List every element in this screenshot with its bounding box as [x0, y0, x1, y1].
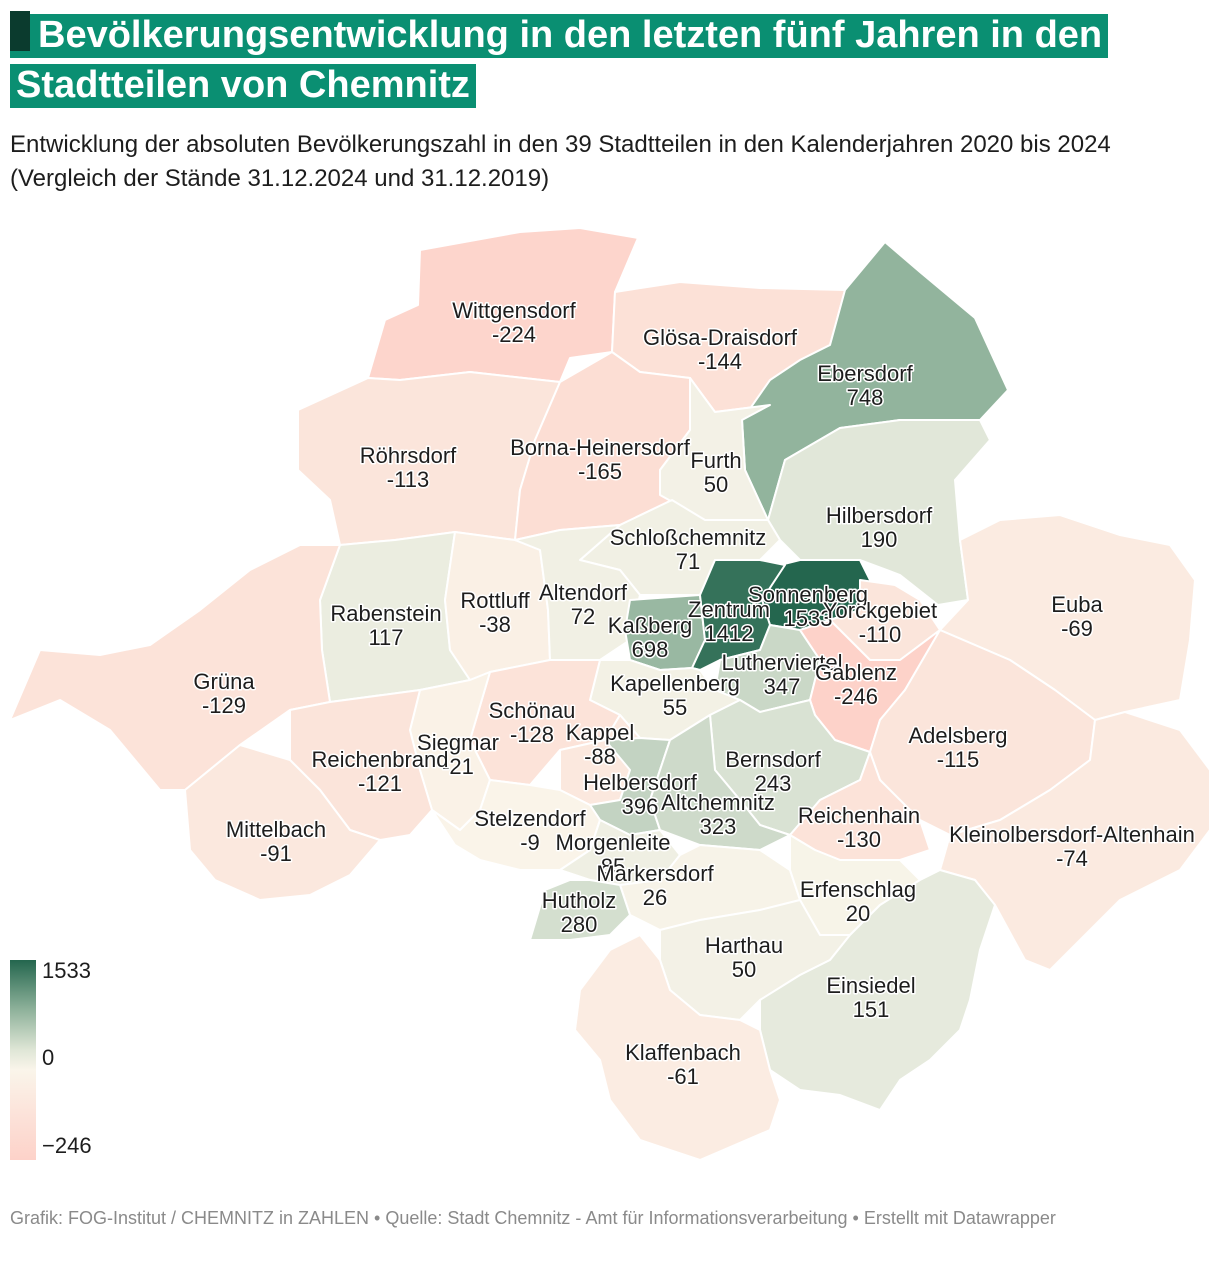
district-label-wittgensdorf: Wittgensdorf: [452, 298, 576, 323]
district-label-kapellenberg: Kapellenberg: [610, 671, 740, 696]
district-label-reichenbrand: Reichenbrand: [312, 747, 449, 772]
district-label-sonnenberg: Sonnenberg: [748, 582, 868, 607]
district-label-hilbersdorf: Hilbersdorf: [826, 503, 933, 528]
district-value-mittelbach: -91: [260, 841, 292, 866]
district-label-schoenau: Schönau: [489, 698, 576, 723]
color-scale-legend: [10, 960, 36, 1160]
district-label-furth: Furth: [690, 448, 741, 473]
district-label-lutherviertel: Lutherviertel: [721, 650, 842, 675]
district-value-erfenschlag: 20: [846, 901, 870, 926]
legend-mid-label: 0: [42, 1045, 55, 1070]
district-label-euba: Euba: [1051, 592, 1103, 617]
district-value-sonnenberg: 1533: [784, 606, 833, 631]
district-value-helbersdorf: 396: [622, 794, 659, 819]
district-hutholz[interactable]: [529, 879, 631, 941]
district-value-stelzendorf: -9: [520, 830, 540, 855]
district-label-rabenstein: Rabenstein: [330, 601, 441, 626]
district-value-altchemnitz: 323: [700, 814, 737, 839]
district-label-erfenschlag: Erfenschlag: [800, 877, 916, 902]
page-title: Bevölkerungsentwicklung in den letzten f…: [10, 10, 1200, 110]
district-value-adelsberg: -115: [937, 747, 979, 772]
district-value-rottluff: -38: [479, 612, 511, 637]
legend-max-label: 1533: [42, 958, 91, 983]
district-gruena[interactable]: [9, 544, 341, 791]
title-text: Bevölkerungsentwicklung in den letzten f…: [16, 14, 1103, 106]
district-value-euba: -69: [1061, 616, 1093, 641]
district-label-borna-heinersdorf: Borna-Heinersdorf: [510, 435, 691, 460]
district-value-gloesa-draisdorf: -144: [698, 349, 742, 374]
district-klaffenbach[interactable]: [574, 934, 781, 1161]
district-label-gloesa-draisdorf: Glösa-Draisdorf: [643, 325, 798, 350]
choropleth-map: Wittgensdorf-224 Glösa-Draisdorf-144 Ebers…: [9, 227, 1211, 1161]
title-accent-marker: [10, 11, 30, 51]
district-value-reichenhain: -130: [837, 827, 881, 852]
district-einsiedel[interactable]: [759, 869, 996, 1111]
district-value-kleinolbersdorf-altenhain: -74: [1056, 846, 1088, 871]
district-label-roehrsdorf: Röhrsdorf: [360, 443, 457, 468]
district-label-gablenz: Gablenz: [815, 660, 897, 685]
district-value-gablenz: -246: [834, 684, 878, 709]
district-value-furth: 50: [704, 472, 728, 497]
district-label-stelzendorf: Stelzendorf: [474, 806, 586, 831]
district-value-einsiedel: 151: [853, 997, 890, 1022]
district-label-harthau: Harthau: [705, 933, 783, 958]
district-value-gruena: -129: [202, 693, 246, 718]
district-label-altendorf: Altendorf: [539, 580, 628, 605]
district-value-schlosschemnitz: 71: [676, 549, 700, 574]
district-value-morgenleite: 85: [601, 854, 625, 879]
district-value-siegmar: -21: [442, 754, 474, 779]
district-value-borna-heinersdorf: -165: [578, 459, 622, 484]
district-label-rottluff: Rottluff: [460, 588, 530, 613]
district-value-lutherviertel: 347: [764, 674, 801, 699]
district-value-wittgensdorf: -224: [492, 322, 536, 347]
district-value-kapellenberg: 55: [663, 695, 687, 720]
district-label-helbersdorf: Helbersdorf: [583, 770, 698, 795]
district-value-roehrsdorf: -113: [387, 467, 429, 492]
district-value-schoenau: -128: [510, 722, 554, 747]
district-altchemnitz[interactable]: [649, 714, 791, 851]
district-label-kleinolbersdorf-altenhain: Kleinolbersdorf-Altenhain: [949, 822, 1195, 847]
district-value-yorckgebiet: -110: [859, 622, 901, 647]
district-value-markersdorf: 26: [643, 885, 667, 910]
district-value-harthau: 50: [732, 957, 756, 982]
district-label-markersdorf: Markersdorf: [596, 861, 714, 886]
district-label-zentrum: Zentrum: [688, 597, 770, 622]
district-value-zentrum: 1412: [705, 621, 754, 646]
district-value-klaffenbach: -61: [667, 1064, 699, 1089]
district-value-reichenbrand: -121: [358, 771, 402, 796]
district-label-einsiedel: Einsiedel: [826, 973, 915, 998]
district-stelzendorf[interactable]: [431, 779, 601, 871]
district-value-kassberg: 698: [632, 637, 669, 662]
district-value-kappel: -88: [584, 744, 616, 769]
district-label-morgenleite: Morgenleite: [556, 830, 671, 855]
district-mittelbach[interactable]: [184, 744, 381, 901]
subtitle: Entwicklung der absoluten Bevölkerungsza…: [10, 131, 1111, 192]
district-value-bernsdorf: 243: [755, 771, 792, 796]
district-label-yorckgebiet: Yorckgebiet: [823, 598, 937, 623]
district-value-hutholz: 280: [561, 912, 598, 937]
district-label-altchemnitz: Altchemnitz: [661, 790, 775, 815]
district-value-ebersdorf: 748: [847, 385, 884, 410]
district-label-bernsdorf: Bernsdorf: [725, 747, 821, 772]
district-value-rabenstein: 117: [368, 625, 403, 650]
district-wittgensdorf[interactable]: [367, 227, 639, 383]
footer-credits: Grafik: FOG-Institut / CHEMNITZ in ZAHLE…: [10, 1208, 1056, 1228]
district-label-hutholz: Hutholz: [542, 888, 617, 913]
district-label-gruena: Grüna: [193, 669, 255, 694]
district-label-kappel: Kappel: [566, 720, 635, 745]
district-label-siegmar: Siegmar: [417, 730, 499, 755]
district-value-hilbersdorf: 190: [861, 527, 898, 552]
legend-min-label: −246: [42, 1133, 92, 1158]
district-label-ebersdorf: Ebersdorf: [817, 361, 913, 386]
district-label-klaffenbach: Klaffenbach: [625, 1040, 741, 1065]
district-value-altendorf: 72: [571, 604, 595, 629]
district-label-schlosschemnitz: Schloßchemnitz: [610, 525, 767, 550]
district-label-adelsberg: Adelsberg: [908, 723, 1007, 748]
district-label-reichenhain: Reichenhain: [798, 803, 920, 828]
district-label-mittelbach: Mittelbach: [226, 817, 326, 842]
district-label-kassberg: Kaßberg: [608, 613, 692, 638]
